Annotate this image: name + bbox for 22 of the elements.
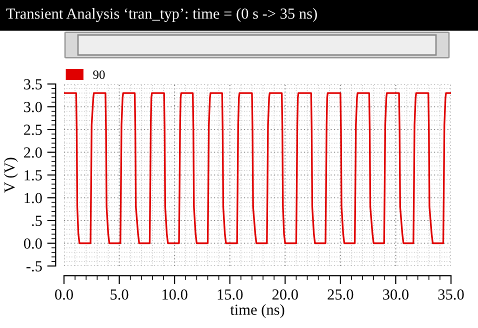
y-tick-label: 2.0 bbox=[24, 147, 42, 158]
y-tick-label: 1.0 bbox=[24, 192, 42, 204]
x-tick-label: 15.0 bbox=[218, 289, 243, 300]
y-tick-label: 3.0 bbox=[24, 102, 42, 112]
y-tick-label: 1.5 bbox=[24, 170, 42, 181]
y-axis-title: V (V) bbox=[4, 158, 18, 193]
line-series bbox=[64, 92, 451, 244]
x-tick-label: 30.0 bbox=[383, 289, 408, 300]
x-tick-label: 25.0 bbox=[328, 289, 354, 300]
x-tick-label: 5.0 bbox=[110, 289, 128, 300]
y-tick-label: -.5 bbox=[26, 261, 42, 272]
legend-label: 90 bbox=[93, 70, 105, 79]
x-tick-label: 10.0 bbox=[162, 289, 188, 300]
y-tick-label: 0.0 bbox=[24, 238, 42, 249]
x-axis-title: time (ns) bbox=[230, 304, 284, 318]
chart-title: Transient Analysis ‘tran_typ’: time = (0 s -> 35 ns) bbox=[6, 8, 317, 22]
x-tick-label: 0.0 bbox=[55, 289, 73, 300]
y-tick-label: .5 bbox=[32, 216, 42, 226]
x-tick-label: 20.0 bbox=[272, 289, 298, 300]
y-tick-label: 3.5 bbox=[24, 79, 42, 90]
y-tick-label: 2.5 bbox=[24, 124, 42, 136]
x-tick-label: 35.0 bbox=[438, 289, 464, 300]
